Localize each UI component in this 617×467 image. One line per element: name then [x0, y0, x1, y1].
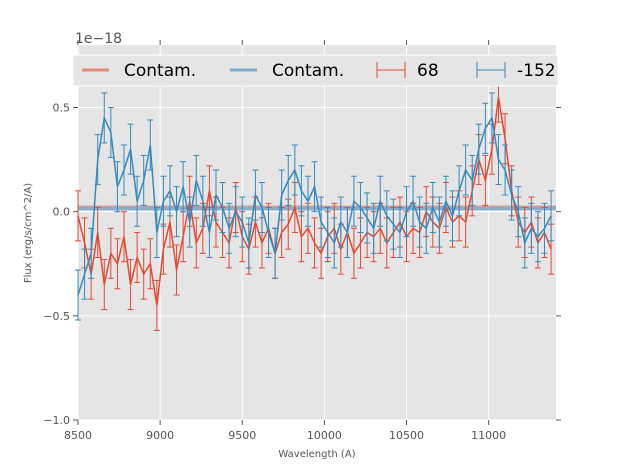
plot-area [78, 45, 556, 420]
x-axis-label: Wavelength (A) [278, 449, 355, 460]
x-tick-label: 9000 [146, 429, 174, 442]
x-tick-label: 8500 [64, 429, 92, 442]
legend-label: 68 [417, 61, 439, 81]
legend: Contam. Contam. 68 -152 [72, 54, 559, 87]
x-tick-label: 10000 [307, 429, 342, 442]
y-axis: −1.0 −0.5 0.0 0.5 [43, 102, 561, 427]
legend-label: -152 [517, 61, 556, 81]
x-axis: 8500 9000 9500 10000 10500 11000 [64, 40, 506, 442]
series-group [75, 71, 556, 331]
legend-label: Contam. [272, 61, 344, 81]
x-tick-label: 11000 [471, 429, 506, 442]
series--152 [75, 92, 555, 321]
x-tick-label: 9500 [228, 429, 256, 442]
y-tick-label: 0.0 [53, 206, 71, 219]
y-axis-label: Flux (erg/s/cm^2/A) [23, 183, 34, 283]
series-line [77, 115, 552, 296]
y-tick-label: −0.5 [43, 310, 70, 323]
x-tick-label: 10500 [389, 429, 424, 442]
legend-label: Contam. [124, 61, 196, 81]
y-tick-label: −1.0 [43, 414, 70, 427]
offset-text: 1e−18 [75, 31, 122, 47]
y-tick-label: 0.5 [53, 102, 71, 115]
